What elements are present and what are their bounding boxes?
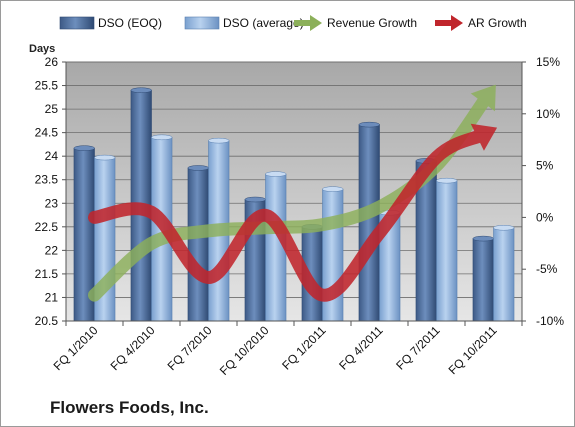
- left-axis-label: Days: [29, 43, 55, 55]
- x-tick-label: FQ 1/2010: [51, 323, 101, 373]
- left-tick-label: 21.5: [35, 267, 59, 281]
- legend-arrow-revenue-growth-icon: [294, 15, 322, 31]
- legend-label-revenue-growth: Revenue Growth: [327, 16, 417, 30]
- right-tick-label: -10%: [536, 314, 564, 328]
- line-ar-growth: [88, 123, 498, 302]
- x-axis: FQ 1/2010 FQ 4/2010 FQ 7/2010 FQ 10/2010 FQ …: [51, 320, 523, 378]
- right-tick-label: -5%: [536, 262, 558, 276]
- left-tick-label: 23.5: [35, 173, 59, 187]
- left-tick-label: 24.5: [35, 126, 59, 140]
- x-tick-label: FQ 1/2011: [279, 323, 329, 373]
- company-name: Flowers Foods, Inc.: [50, 398, 209, 417]
- left-tick-label: 22.5: [35, 220, 59, 234]
- left-tick-label: 25.5: [35, 79, 59, 93]
- left-tick-label: 23: [45, 196, 59, 210]
- legend-label-ar-growth: AR Growth: [468, 16, 527, 30]
- legend-arrow-ar-growth-icon: [435, 15, 463, 31]
- x-tick-label: FQ 10/2011: [446, 323, 500, 377]
- left-tick-label: 24: [45, 149, 59, 163]
- left-tick-label: 25: [45, 102, 59, 116]
- right-tick-label: 15%: [536, 55, 560, 69]
- x-tick-label: FQ 10/2010: [217, 323, 272, 378]
- legend-swatch-dso-average: [184, 16, 220, 30]
- right-tick-label: 10%: [536, 107, 560, 121]
- left-axis: 20.5 21 21.5 22 22.5 23 23.5 24 24.5 25 25.5 26: [35, 55, 67, 328]
- right-axis: -10% -5% 0% 5% 10% 15%: [521, 55, 564, 328]
- growth-lines: [88, 84, 498, 302]
- arrowhead-revenue-growth: [470, 84, 496, 112]
- bar-dso-average: [436, 177, 458, 322]
- right-tick-label: 0%: [536, 210, 554, 224]
- left-tick-label: 20.5: [35, 314, 59, 328]
- x-tick-label: FQ 4/2011: [336, 323, 386, 373]
- legend-label-dso-eoq: DSO (EOQ): [98, 16, 162, 30]
- x-tick-label: FQ 4/2010: [108, 323, 158, 373]
- legend-label-dso-average: DSO (average): [223, 16, 304, 30]
- bar-dso-eoq: [358, 121, 380, 322]
- bar-dso-eoq: [472, 235, 494, 322]
- left-tick-label: 21: [45, 290, 59, 304]
- arrowhead-ar-growth: [470, 123, 498, 151]
- x-tick-label: FQ 7/2011: [393, 323, 443, 373]
- right-tick-label: 5%: [536, 159, 554, 173]
- left-tick-label: 22: [45, 243, 59, 257]
- bar-dso-average: [493, 225, 515, 322]
- x-tick-label: FQ 7/2010: [165, 323, 215, 373]
- left-tick-label: 26: [45, 55, 59, 69]
- legend: DSO (EOQ) DSO (average) Revenue Growth A…: [59, 15, 527, 31]
- legend-swatch-dso-eoq: [59, 16, 95, 30]
- bar-dso-eoq: [187, 165, 209, 322]
